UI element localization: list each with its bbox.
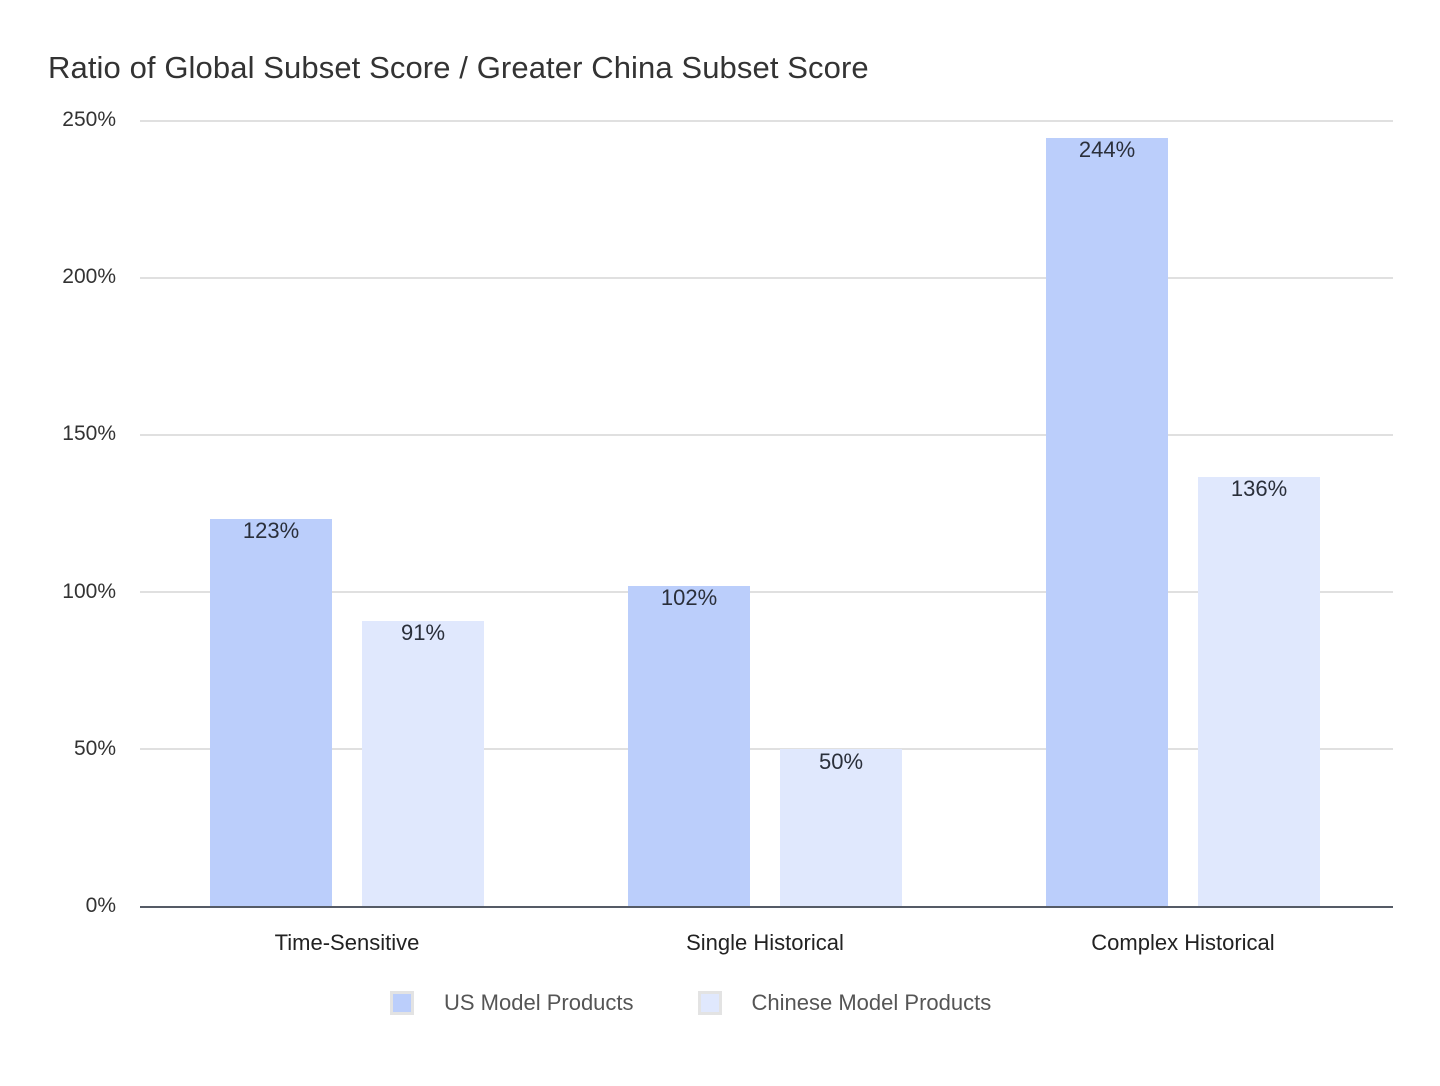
bar-label-us-complex-historical: 244% [1078,137,1136,162]
gridline-100 [140,591,1393,593]
legend-swatch-cn-icon [697,991,722,1015]
x-label-complex-historical: Complex Historical [1091,930,1275,955]
x-label-single-historical: Single Historical [686,930,844,955]
bar-label-cn-complex-historical: 136% [1230,476,1288,501]
bar-us-single-historical [628,586,750,907]
gridline-250 [140,120,1393,122]
gridline-50 [140,748,1393,750]
legend-label-cn: Chinese Model Products [751,990,992,1015]
legend-item-us[interactable]: US Model Products [390,990,634,1016]
legend-item-cn[interactable]: Chinese Model Products [697,990,992,1016]
y-tick-100: 100% [62,580,116,603]
bar-us-time-sensitive [210,519,332,907]
legend: US Model Products Chinese Model Products [390,990,1055,1016]
gridline-200 [140,277,1393,279]
y-tick-0: 0% [85,894,116,917]
bar-label-cn-single-historical: 50% [818,749,864,774]
bar-label-cn-time-sensitive: 91% [400,620,446,645]
legend-swatch-us-icon [390,991,414,1015]
y-tick-150: 150% [62,422,116,445]
bar-us-complex-historical [1046,138,1168,907]
gridline-150 [140,434,1393,436]
chart-title: Ratio of Global Subset Score / Greater C… [48,50,869,85]
y-tick-200: 200% [62,265,116,288]
y-tick-250: 250% [62,108,116,131]
bar-cn-single-historical [780,749,902,907]
x-label-time-sensitive: Time-Sensitive [274,930,420,955]
legend-label-us: US Model Products [444,990,634,1015]
x-axis-line [140,906,1393,908]
bar-cn-time-sensitive [362,621,484,907]
bar-label-us-single-historical: 102% [660,585,718,610]
bar-label-us-time-sensitive: 123% [242,518,300,543]
bar-cn-complex-historical [1198,477,1320,907]
y-tick-50: 50% [73,737,116,760]
